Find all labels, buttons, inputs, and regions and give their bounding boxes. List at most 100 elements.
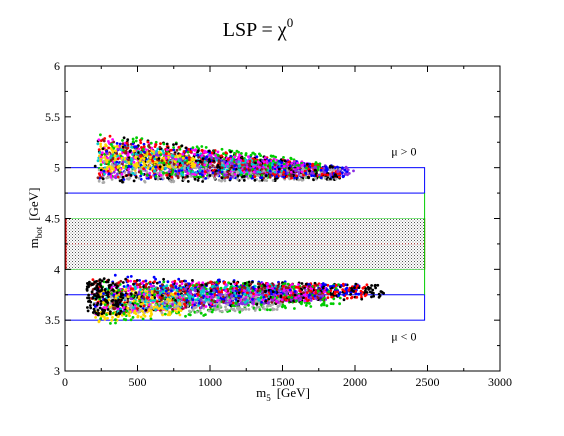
- data-point: [254, 161, 257, 165]
- data-point: [231, 175, 234, 179]
- data-point: [159, 284, 162, 288]
- data-point: [209, 289, 213, 293]
- data-point: [226, 158, 230, 161]
- data-point: [352, 169, 355, 173]
- data-point: [210, 295, 214, 299]
- data-point: [137, 170, 141, 174]
- data-point: [293, 293, 297, 297]
- data-point: [287, 176, 291, 180]
- data-point: [267, 159, 271, 162]
- chart-title-text: LSP = χ: [223, 19, 287, 41]
- data-point: [365, 283, 369, 287]
- data-point: [144, 308, 148, 312]
- data-point: [366, 285, 370, 289]
- data-point: [236, 174, 240, 178]
- data-point: [107, 140, 110, 143]
- data-point: [233, 173, 237, 176]
- data-point: [376, 283, 380, 287]
- data-point: [162, 177, 165, 180]
- data-point: [222, 298, 226, 301]
- data-point: [138, 279, 142, 282]
- data-point: [166, 176, 170, 180]
- data-point: [262, 172, 266, 176]
- data-point: [204, 146, 208, 149]
- data-point: [153, 293, 157, 297]
- data-point: [301, 163, 304, 167]
- data-point: [144, 283, 148, 287]
- data-point: [323, 171, 326, 174]
- data-point: [268, 308, 272, 312]
- data-point: [341, 288, 345, 291]
- data-point: [238, 298, 242, 302]
- data-point: [126, 295, 130, 299]
- data-point: [138, 283, 141, 287]
- data-point: [329, 177, 332, 181]
- data-point: [99, 159, 102, 163]
- data-point: [135, 161, 139, 165]
- data-point: [186, 180, 190, 183]
- data-point: [329, 302, 333, 305]
- data-point: [149, 309, 153, 313]
- data-point: [126, 279, 130, 283]
- data-point: [321, 298, 325, 301]
- data-point: [91, 278, 95, 281]
- data-point: [105, 152, 109, 156]
- data-point: [110, 163, 114, 166]
- data-point: [268, 166, 272, 170]
- data-point: [226, 162, 230, 166]
- data-point: [177, 169, 181, 173]
- data-point: [194, 298, 198, 302]
- data-point: [168, 299, 172, 302]
- data-point: [297, 283, 300, 286]
- data-point: [126, 289, 130, 292]
- data-point: [127, 161, 131, 164]
- data-point: [240, 309, 244, 312]
- data-point: [150, 291, 154, 295]
- data-point: [244, 152, 248, 155]
- data-point: [261, 293, 265, 297]
- data-point: [99, 163, 103, 167]
- data-point: [146, 166, 150, 170]
- data-point: [161, 294, 164, 298]
- data-point: [122, 285, 126, 288]
- data-point: [195, 310, 199, 314]
- data-point: [153, 169, 157, 173]
- data-point: [187, 282, 191, 286]
- data-point: [108, 164, 111, 168]
- data-point: [125, 147, 129, 151]
- data-point: [182, 178, 186, 181]
- data-point: [286, 171, 290, 175]
- data-point: [172, 148, 176, 152]
- data-point: [173, 279, 177, 283]
- data-point: [193, 149, 197, 152]
- data-point: [313, 281, 317, 285]
- data-point: [108, 305, 112, 309]
- data-point: [277, 170, 280, 174]
- data-point: [245, 172, 248, 176]
- data-point: [282, 162, 286, 166]
- data-point: [112, 146, 116, 150]
- data-point: [269, 154, 273, 158]
- data-point: [116, 147, 120, 151]
- data-point: [129, 297, 133, 300]
- data-point: [210, 310, 214, 314]
- data-point: [218, 309, 222, 313]
- data-point: [342, 293, 346, 297]
- data-point: [114, 318, 117, 322]
- data-point: [224, 305, 227, 309]
- data-point: [102, 292, 105, 295]
- data-point: [136, 314, 140, 318]
- data-point: [277, 282, 281, 286]
- data-point: [107, 172, 111, 176]
- data-point: [334, 283, 338, 287]
- data-point: [160, 298, 163, 302]
- data-point: [295, 174, 298, 178]
- data-point: [302, 291, 305, 294]
- data-point: [293, 307, 296, 310]
- data-point: [103, 317, 107, 321]
- data-point: [112, 168, 115, 171]
- data-point: [259, 296, 263, 299]
- data-point: [287, 166, 291, 170]
- data-point: [103, 152, 107, 156]
- data-point: [338, 167, 342, 171]
